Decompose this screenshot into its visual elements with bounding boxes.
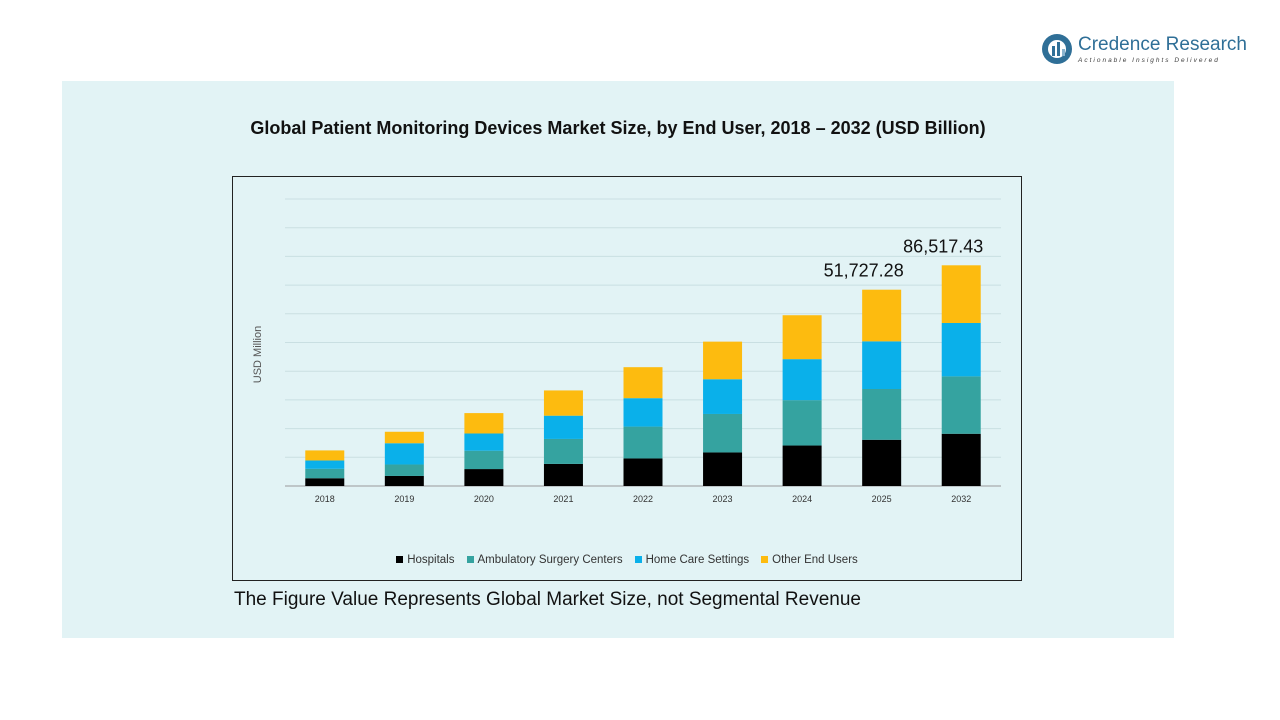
bar-segment-ambulatory-surgery-centers [862,388,902,440]
x-tick-label: 2018 [315,494,335,504]
bar-segment-hospitals [703,452,743,486]
bar-segment-ambulatory-surgery-centers [623,426,663,459]
bar-segment-other-end-users [941,265,981,323]
bar-segment-home-care-settings [623,398,663,427]
stacked-bar-chart: USD Million 2018 2019 2020 2021 2022 2023 2024 2… [252,198,1001,504]
bar-segment-home-care-settings [384,443,424,465]
bar-segment-other-end-users [703,341,743,380]
bar-segment-other-end-users [384,431,424,444]
bar-segment-ambulatory-surgery-centers [543,438,583,464]
data-label: 86,517.43 [903,236,983,256]
bar-segment-hospitals [623,458,663,486]
bar-segment-hospitals [862,439,902,486]
bar-segment-other-end-users [543,390,583,416]
legend-swatch [466,556,474,564]
bar-segment-ambulatory-surgery-centers [464,450,504,470]
legend-label: Home Care Settings [645,554,750,566]
legend-item: Ambulatory Surgery Centers [466,554,623,566]
x-tick-label: 2024 [792,494,812,504]
data-label: 51,727.28 [824,261,904,281]
x-tick-label: 2023 [713,494,733,504]
bar-segment-home-care-settings [464,433,504,451]
bar-segment-hospitals [941,433,981,486]
bar-segment-home-care-settings [703,379,743,414]
x-tick-label: 2021 [553,494,573,504]
chart-footnote: The Figure Value Represents Global Marke… [234,589,861,610]
brand-logo: Credence Research Actionable Insights De… [1040,30,1260,70]
bar-segment-hospitals [305,478,345,486]
bar-segment-ambulatory-surgery-centers [384,464,424,476]
logo-tagline: Actionable Insights Delivered [1078,57,1220,64]
bar-segment-ambulatory-surgery-centers [941,376,981,434]
bar-segment-home-care-settings [305,460,345,469]
chart-frame: USD Million 2018 2019 2020 2021 2022 2023 2024 2… [232,176,1022,581]
legend-item: Other End Users [761,554,858,566]
bar-segment-other-end-users [464,413,504,434]
bar-segment-other-end-users [305,450,345,461]
x-tick-label: 2020 [474,494,494,504]
chart-title: Global Patient Monitoring Devices Market… [250,118,986,138]
bar-segment-other-end-users [862,289,902,342]
x-tick-label: 2022 [633,494,653,504]
bar-segment-other-end-users [782,315,822,360]
x-tick-label: 2032 [951,494,971,504]
bar-segment-ambulatory-surgery-centers [782,400,822,446]
legend-item: Hospitals [396,554,455,566]
legend-swatch [396,556,404,564]
bar-segment-ambulatory-surgery-centers [703,413,743,453]
bar-segment-hospitals [464,469,504,486]
legend-label: Hospitals [407,554,455,566]
bar-segment-hospitals [384,475,424,486]
legend-label: Other End Users [772,554,858,566]
chart-legend: Hospitals Ambulatory Surgery Centers Home … [233,554,1021,566]
legend-swatch [634,556,642,564]
legend-item: Home Care Settings [634,554,750,566]
bar-segment-home-care-settings [862,341,902,389]
bar-segment-hospitals [782,445,822,486]
x-tick-label: 2025 [872,494,892,504]
bar-segment-home-care-settings [543,415,583,439]
x-tick-label: 2019 [394,494,414,504]
bar-segment-home-care-settings [941,322,981,377]
bar-segment-hospitals [543,463,583,486]
bar-segment-ambulatory-surgery-centers [305,468,345,479]
logo-mark-icon [1042,34,1072,64]
bar-segment-home-care-settings [782,359,822,401]
legend-label: Ambulatory Surgery Centers [477,554,623,566]
y-axis-label: USD Million [252,326,264,383]
legend-swatch [761,556,769,564]
bar-segment-other-end-users [623,367,663,399]
logo-name: Credence Research [1078,34,1247,55]
